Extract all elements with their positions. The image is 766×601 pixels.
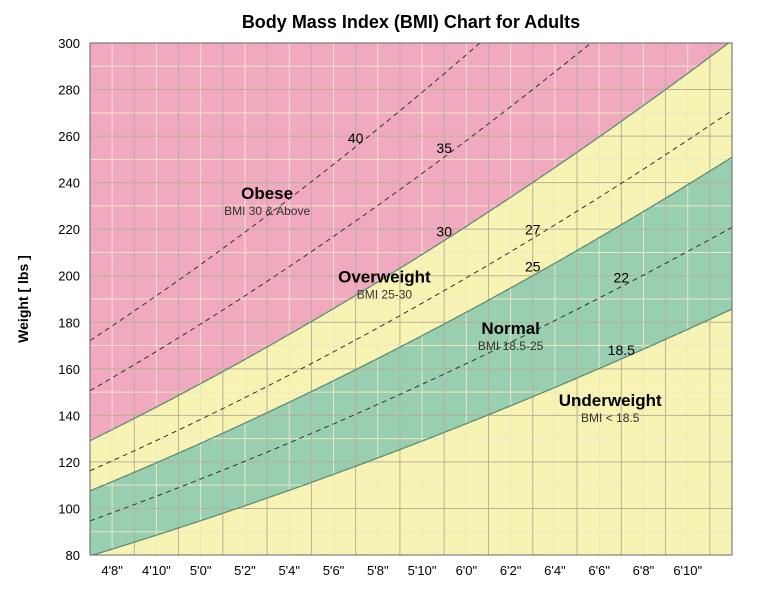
- plot-area: 40 35 30 27 25 22 18.5 ObeseBMI 30 & Above Over…: [90, 0, 732, 556]
- y-tick: 280: [58, 83, 80, 98]
- curve-label-18.5: 18.5: [608, 342, 635, 358]
- x-tick: 5'2": [234, 563, 256, 578]
- y-tick: 80: [66, 548, 80, 563]
- y-tick: 260: [58, 129, 80, 144]
- y-tick: 220: [58, 222, 80, 237]
- x-tick: 4'10": [142, 563, 171, 578]
- zone-title-normal: Normal: [481, 319, 540, 338]
- y-tick: 240: [58, 176, 80, 191]
- x-tick: 6'2": [500, 563, 522, 578]
- curve-label-22: 22: [614, 270, 630, 286]
- x-tick: 4'8": [101, 563, 123, 578]
- y-tick: 160: [58, 362, 80, 377]
- curve-label-30: 30: [436, 224, 452, 240]
- zone-title-overweight: Overweight: [338, 268, 431, 287]
- chart-title: Body Mass Index (BMI) Chart for Adults: [242, 12, 580, 32]
- y-tick: 180: [58, 315, 80, 330]
- curve-label-25: 25: [525, 259, 541, 275]
- zone-sub-obese: BMI 30 & Above: [224, 204, 310, 218]
- x-tick: 6'8": [633, 563, 655, 578]
- x-tick: 5'10": [408, 563, 437, 578]
- y-tick: 120: [58, 455, 80, 470]
- zone-sub-underweight: BMI < 18.5: [581, 411, 640, 425]
- zone-title-underweight: Underweight: [559, 391, 662, 410]
- x-tick: 5'4": [278, 563, 300, 578]
- zone-sub-normal: BMI 18.5-25: [478, 339, 544, 353]
- y-tick: 140: [58, 408, 80, 423]
- curve-label-27: 27: [525, 221, 541, 237]
- bmi-chart: 40 35 30 27 25 22 18.5 ObeseBMI 30 & Above Over…: [0, 0, 766, 601]
- y-tick: 200: [58, 269, 80, 284]
- y-tick: 300: [58, 36, 80, 51]
- curve-label-40: 40: [348, 130, 364, 146]
- x-tick: 6'6": [588, 563, 610, 578]
- x-tick: 5'0": [190, 563, 212, 578]
- y-axis-label: Weight [ lbs ]: [15, 255, 31, 343]
- x-tick: 5'8": [367, 563, 389, 578]
- y-tick: 100: [58, 501, 80, 516]
- x-tick: 6'0": [456, 563, 478, 578]
- x-tick: 5'6": [323, 563, 345, 578]
- zone-title-obese: Obese: [241, 184, 293, 203]
- x-tick: 6'10": [673, 563, 702, 578]
- zone-sub-overweight: BMI 25-30: [357, 288, 413, 302]
- x-tick: 6'4": [544, 563, 566, 578]
- curve-label-35: 35: [436, 140, 452, 156]
